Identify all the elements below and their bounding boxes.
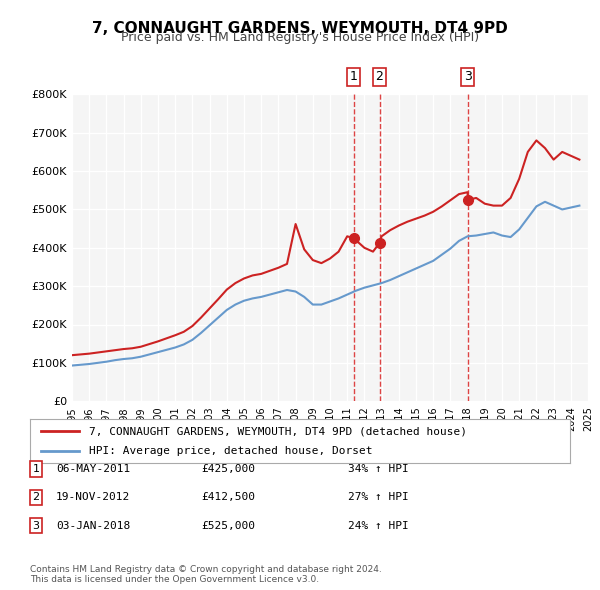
Text: 2: 2	[32, 493, 40, 502]
Text: 1: 1	[32, 464, 40, 474]
Text: 2: 2	[376, 70, 383, 83]
Text: 19-NOV-2012: 19-NOV-2012	[56, 493, 130, 502]
Text: 3: 3	[464, 70, 472, 83]
Text: £525,000: £525,000	[201, 521, 255, 530]
Text: 7, CONNAUGHT GARDENS, WEYMOUTH, DT4 9PD: 7, CONNAUGHT GARDENS, WEYMOUTH, DT4 9PD	[92, 21, 508, 35]
Text: Price paid vs. HM Land Registry's House Price Index (HPI): Price paid vs. HM Land Registry's House …	[121, 31, 479, 44]
Text: 24% ↑ HPI: 24% ↑ HPI	[348, 521, 409, 530]
Text: Contains HM Land Registry data © Crown copyright and database right 2024.
This d: Contains HM Land Registry data © Crown c…	[30, 565, 382, 584]
Text: 06-MAY-2011: 06-MAY-2011	[56, 464, 130, 474]
Text: 34% ↑ HPI: 34% ↑ HPI	[348, 464, 409, 474]
Text: HPI: Average price, detached house, Dorset: HPI: Average price, detached house, Dors…	[89, 446, 373, 455]
Text: 03-JAN-2018: 03-JAN-2018	[56, 521, 130, 530]
Text: 27% ↑ HPI: 27% ↑ HPI	[348, 493, 409, 502]
Text: £412,500: £412,500	[201, 493, 255, 502]
Text: 7, CONNAUGHT GARDENS, WEYMOUTH, DT4 9PD (detached house): 7, CONNAUGHT GARDENS, WEYMOUTH, DT4 9PD …	[89, 427, 467, 436]
Text: £425,000: £425,000	[201, 464, 255, 474]
Text: 1: 1	[350, 70, 358, 83]
Text: 3: 3	[32, 521, 40, 530]
